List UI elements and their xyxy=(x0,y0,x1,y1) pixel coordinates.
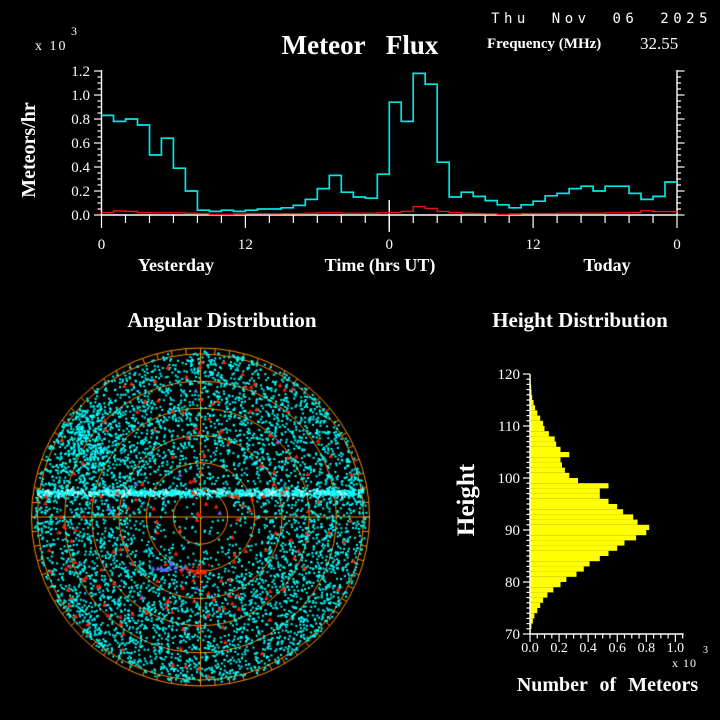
height-bar xyxy=(530,472,570,478)
height-bar xyxy=(530,582,561,588)
height-bar xyxy=(530,571,577,577)
height-bar xyxy=(530,488,600,494)
height-bar xyxy=(530,436,555,442)
height-bar xyxy=(530,452,570,458)
flux-ytick-label: 1.2 xyxy=(71,64,90,80)
height-xtick-label: 0.6 xyxy=(608,641,626,656)
flux-xtick-label: 0 xyxy=(98,237,106,253)
height-bar xyxy=(530,608,538,614)
height-bar xyxy=(530,530,647,536)
height-bar xyxy=(530,545,618,551)
height-bar xyxy=(530,431,549,437)
frequency-value: 32.55 xyxy=(640,34,679,53)
angular-title: Angular Distribution xyxy=(127,308,317,332)
height-bar xyxy=(530,426,545,432)
height-bar xyxy=(530,462,562,468)
height-chart: 70 80 90 100 110 120 0.0 0.2 0.4 0.6 0.8 1.0 xyxy=(498,367,685,656)
height-bar xyxy=(530,566,584,572)
height-bar xyxy=(530,446,561,452)
height-bar xyxy=(530,509,624,515)
height-bar xyxy=(530,613,535,619)
flux-y-unit-exponent: 3 xyxy=(71,24,77,38)
flux-x-axis-label: Time (hrs UT) xyxy=(324,255,436,275)
height-bar xyxy=(530,504,618,510)
height-bar xyxy=(530,561,590,567)
height-ytick-label: 70 xyxy=(505,627,520,643)
height-bar xyxy=(530,467,565,473)
flux-y-unit: x 10 xyxy=(35,39,68,54)
height-title: Height Distribution xyxy=(492,308,668,332)
height-bar xyxy=(530,478,578,484)
height-bar xyxy=(530,576,567,582)
flux-ytick-label: 0.8 xyxy=(71,112,90,128)
height-ytick-label: 90 xyxy=(505,523,520,539)
height-bar xyxy=(530,592,548,598)
flux-chart: 0.0 0.2 0.4 0.6 0.8 1.0 1.2 0 12 0 12 0 xyxy=(71,64,685,253)
height-bar xyxy=(530,602,541,608)
height-bar xyxy=(530,389,532,395)
height-bar xyxy=(530,535,637,541)
height-bar xyxy=(530,550,609,556)
height-xtick-label: 0.8 xyxy=(638,641,656,656)
height-bar xyxy=(530,441,557,447)
day-label-yesterday: Yesterday xyxy=(138,255,214,275)
height-bar xyxy=(530,618,533,624)
height-bar xyxy=(530,587,554,593)
flux-xtick-label: 12 xyxy=(238,237,253,253)
height-x-unit-exponent: 3 xyxy=(703,645,708,656)
height-x-axis-label: Number of Meteors xyxy=(516,674,699,696)
height-bar xyxy=(530,483,609,489)
height-xtick-label: 0.2 xyxy=(550,641,568,656)
height-ytick-label: 80 xyxy=(505,575,520,591)
height-bar xyxy=(530,623,532,629)
flux-ytick-label: 0.2 xyxy=(71,184,90,200)
height-bar xyxy=(530,498,609,504)
height-bar xyxy=(530,540,625,546)
page-title: Meteor Flux xyxy=(281,30,439,60)
angular-distribution-plot xyxy=(8,332,398,712)
height-ytick-label: 100 xyxy=(498,471,521,487)
height-bar xyxy=(530,394,533,400)
flux-main-line xyxy=(101,72,677,213)
height-ytick-label: 110 xyxy=(498,419,520,435)
height-bar xyxy=(530,524,650,530)
height-bar xyxy=(530,400,534,406)
height-xtick-label: 0.4 xyxy=(579,641,597,656)
date-display: Thu Nov 06 2025 xyxy=(491,11,712,27)
height-bar xyxy=(530,493,600,499)
day-label-today: Today xyxy=(583,255,631,275)
frequency-label: Frequency (MHz) xyxy=(487,36,602,52)
flux-ytick-label: 0.6 xyxy=(71,136,90,152)
flux-xtick-label: 12 xyxy=(526,237,541,253)
height-bar xyxy=(530,457,561,463)
height-bar xyxy=(530,514,634,520)
height-bar xyxy=(530,556,600,562)
height-ytick-label: 120 xyxy=(498,367,521,383)
flux-secondary-line xyxy=(101,205,677,216)
height-bar xyxy=(530,597,544,603)
flux-ytick-label: 1.0 xyxy=(71,88,90,104)
height-bar xyxy=(530,420,544,426)
height-xtick-label: 0.0 xyxy=(521,641,539,656)
height-x-unit: x 10 xyxy=(672,656,697,670)
height-bar xyxy=(530,410,538,416)
flux-ytick-label: 0.0 xyxy=(71,208,90,224)
height-bar xyxy=(530,519,638,525)
height-xtick-label: 1.0 xyxy=(667,641,685,656)
height-bar xyxy=(530,415,541,421)
flux-xtick-label: 0 xyxy=(673,237,681,253)
flux-xtick-label: 0 xyxy=(386,237,394,253)
flux-ytick-label: 0.4 xyxy=(71,160,90,176)
height-bar xyxy=(530,405,536,411)
